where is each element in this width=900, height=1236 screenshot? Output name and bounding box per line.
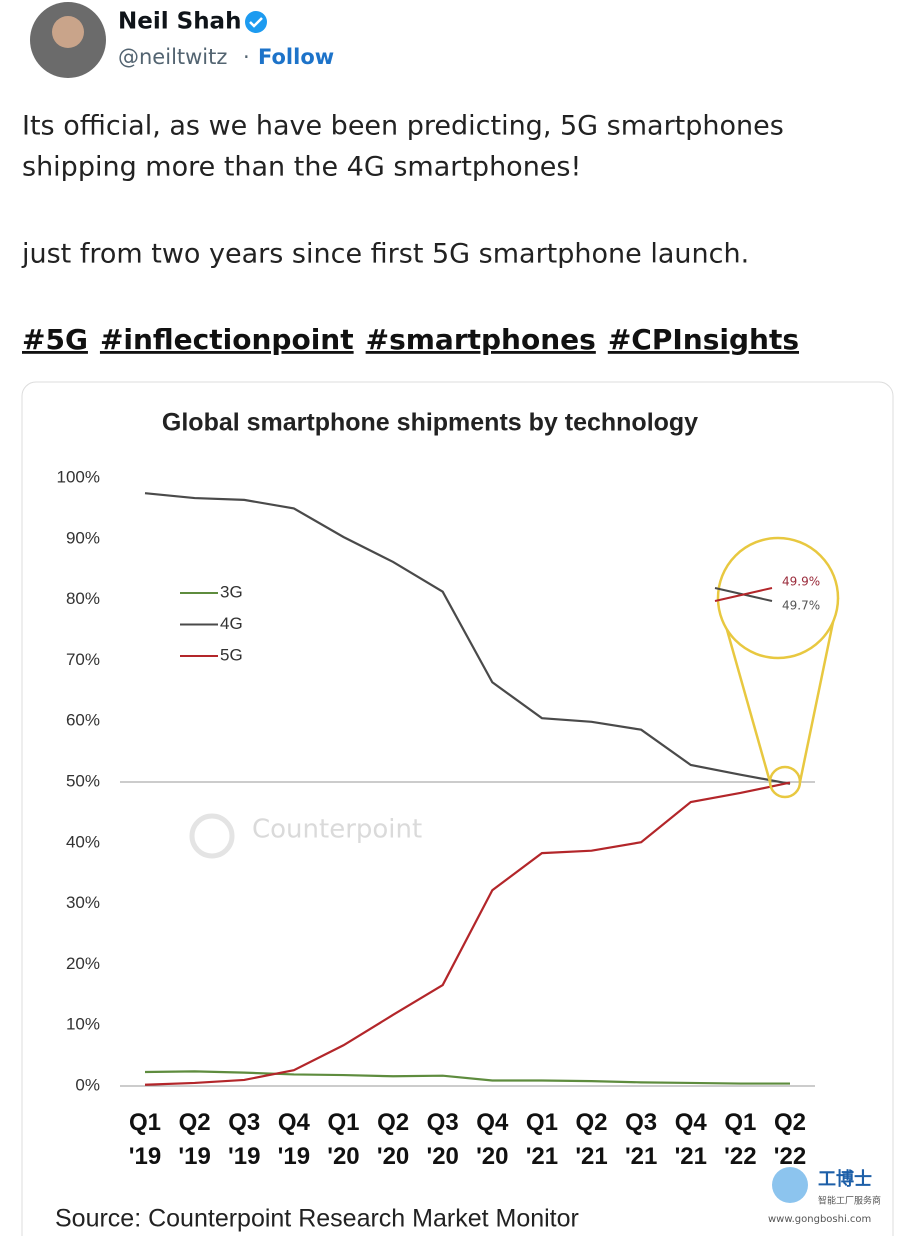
x-tick-label: Q3'21: [625, 1109, 657, 1170]
y-tick-label: 30%: [66, 893, 100, 912]
hashtag[interactable]: #inflectionpoint: [100, 323, 354, 356]
handle[interactable]: @neiltwitz: [118, 45, 227, 69]
user-name[interactable]: Neil Shah: [118, 9, 241, 35]
annotation: 49.7%: [782, 599, 820, 613]
y-tick-label: 100%: [57, 467, 100, 486]
follow-button[interactable]: Follow: [258, 45, 334, 69]
zoom-connector: [798, 597, 840, 783]
series-line: [144, 492, 791, 785]
y-tick-label: 50%: [66, 771, 100, 790]
legend-label[interactable]: 5G: [220, 645, 243, 664]
x-tick-label: Q1'22: [724, 1109, 756, 1170]
annotation: 49.9%: [782, 575, 820, 589]
site-url: www.gongboshi.com: [768, 1214, 871, 1225]
x-tick-label: Q4'19: [278, 1109, 311, 1170]
x-tick-label: Q2'19: [178, 1109, 210, 1170]
y-tick-label: 40%: [66, 832, 100, 851]
series-line: [144, 781, 791, 1086]
x-tick-label: Q2'20: [377, 1109, 409, 1170]
separator: ·: [243, 45, 250, 69]
avatar-face: [52, 16, 84, 48]
y-tick-label: 10%: [66, 1015, 100, 1034]
hashtag[interactable]: #smartphones: [366, 323, 596, 356]
x-tick-label: Q2'21: [575, 1109, 607, 1170]
watermark-logo: [189, 813, 235, 859]
y-tick-label: 80%: [66, 589, 100, 608]
chart-title: Global smartphone shipments by technolog…: [162, 409, 698, 437]
x-tick-label: Q1'20: [327, 1109, 359, 1170]
x-tick-label: Q2'22: [774, 1109, 806, 1170]
legend-label[interactable]: 3G: [220, 582, 243, 601]
tweet-text: just from two years since first 5G smart…: [21, 239, 749, 270]
zoom-line: [714, 587, 773, 602]
x-tick-label: Q4'21: [675, 1109, 708, 1170]
site-name: 工博士: [818, 1168, 872, 1190]
x-tick-label: Q1'21: [526, 1109, 558, 1170]
hashtag[interactable]: #CPInsights: [608, 323, 799, 356]
verified-check: [249, 17, 263, 28]
site-logo: [772, 1167, 808, 1203]
x-tick-label: Q3'20: [426, 1109, 458, 1170]
tweet-text: Its official, as we have been predicting…: [22, 111, 784, 142]
watermark: Counterpoint: [252, 815, 422, 845]
zoom-circle: [716, 536, 840, 660]
y-tick-label: 20%: [66, 954, 100, 973]
series-line: [144, 1070, 790, 1085]
verified-badge: [245, 11, 267, 33]
y-tick-label: 70%: [66, 650, 100, 669]
tweet-text: shipping more than the 4G smartphones!: [22, 152, 581, 183]
site-tagline: 智能工厂服务商: [818, 1195, 881, 1207]
x-tick-label: Q4'20: [476, 1109, 509, 1170]
x-tick-label: Q3'19: [228, 1109, 260, 1170]
hashtag[interactable]: #5G: [22, 323, 88, 356]
y-tick-label: 0%: [75, 1075, 100, 1094]
media-card[interactable]: [21, 381, 894, 1236]
x-tick-label: Q1'19: [129, 1109, 161, 1170]
y-tick-label: 60%: [66, 711, 100, 730]
legend-label[interactable]: 4G: [220, 614, 243, 633]
source: Source: Counterpoint Research Market Mon…: [55, 1205, 579, 1233]
y-tick-label: 90%: [66, 528, 100, 547]
